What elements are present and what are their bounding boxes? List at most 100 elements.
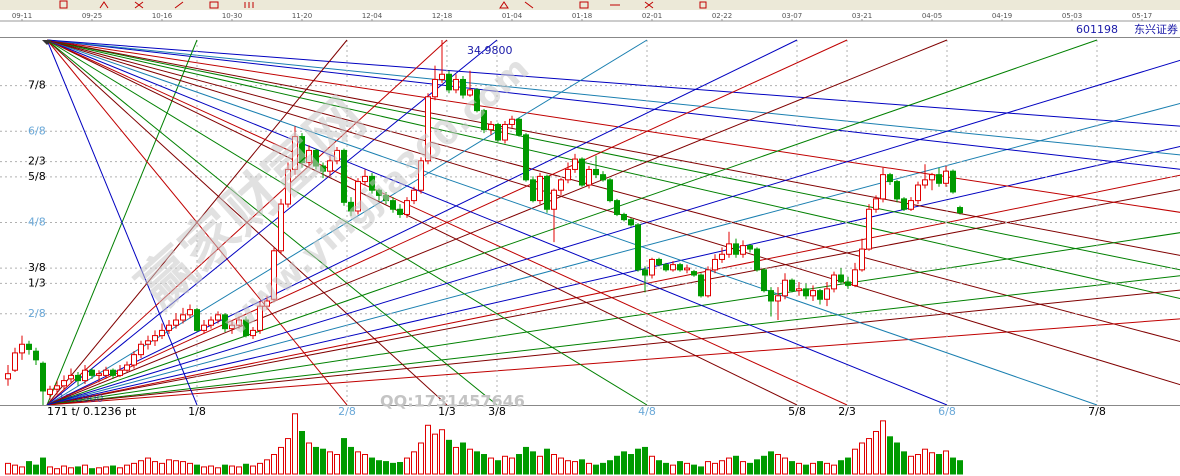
volume-bar <box>509 457 515 475</box>
toolbar <box>0 0 1180 10</box>
volume-bar <box>950 457 956 475</box>
volume-bar <box>957 460 963 475</box>
volume-bar <box>600 462 606 475</box>
candle-body <box>474 89 480 112</box>
date-label: 03-21 <box>852 12 872 20</box>
candle-body <box>460 78 466 96</box>
toolbar-icon[interactable] <box>579 1 589 9</box>
candle-body <box>950 170 956 193</box>
toolbar-icon[interactable] <box>99 1 109 9</box>
volume-bar <box>117 467 123 475</box>
volume-bar <box>558 457 564 475</box>
candle-body <box>54 385 60 390</box>
candle-body <box>369 175 375 191</box>
candle-body <box>929 174 935 181</box>
volume-bar <box>425 424 431 475</box>
candle-body <box>194 309 200 331</box>
candle-body <box>516 118 522 136</box>
candle-body <box>614 200 620 215</box>
volume-bar <box>936 454 942 475</box>
volume-bar <box>894 442 900 475</box>
toolbar-icon[interactable] <box>699 1 707 9</box>
date-label: 09-25 <box>82 12 102 20</box>
y-tick-label: 2/3 <box>28 155 46 168</box>
toolbar-icon[interactable] <box>524 1 534 9</box>
candle-body <box>488 123 494 131</box>
candle-body <box>502 123 508 141</box>
toolbar-icons <box>59 0 707 9</box>
volume-bar <box>831 464 837 475</box>
volume-bar <box>754 459 760 475</box>
candle-body <box>446 73 452 91</box>
volume-bar <box>376 460 382 475</box>
volume-bar <box>460 442 466 475</box>
candle-body <box>824 288 830 300</box>
candle-body <box>19 343 25 354</box>
toolbar-icon[interactable] <box>134 1 144 9</box>
volume-bar <box>369 457 375 475</box>
volume-bar <box>719 460 725 475</box>
volume-bar <box>453 446 459 475</box>
volume-bar <box>264 459 270 475</box>
toolbar-icon[interactable] <box>244 2 254 8</box>
toolbar-icon[interactable] <box>59 0 68 9</box>
fan-line <box>46 39 348 405</box>
candle-body <box>607 179 613 202</box>
date-label: 02-22 <box>712 12 732 20</box>
volume-bar <box>173 460 179 475</box>
volume-bar <box>208 465 214 475</box>
candle-body <box>572 158 578 170</box>
toolbar-icon[interactable] <box>174 1 184 9</box>
volume-bar <box>292 413 298 475</box>
volume-bar <box>383 461 389 475</box>
candle-body <box>89 369 95 376</box>
toolbar-icon[interactable] <box>499 1 509 9</box>
candle-body <box>404 200 410 215</box>
candle-body <box>96 373 102 376</box>
volume-bar <box>649 455 655 475</box>
candle-body <box>173 319 179 326</box>
fan-line <box>46 39 948 405</box>
candle-body <box>866 208 872 250</box>
volume-bar <box>726 457 732 475</box>
candle-body <box>691 271 697 276</box>
toolbar-icon[interactable] <box>209 1 219 9</box>
volume-bar <box>621 451 627 475</box>
volume-bar <box>747 462 753 475</box>
candle-body <box>628 219 634 226</box>
candle-body <box>390 200 396 210</box>
fan-line <box>46 39 848 405</box>
date-label: 10-16 <box>152 12 173 20</box>
candle-body <box>649 258 655 276</box>
y-tick-label: 1/3 <box>28 276 46 289</box>
volume-bar <box>803 464 809 475</box>
volume-bar <box>61 465 67 475</box>
volume-bar <box>299 430 305 475</box>
low-label: 13.8900 <box>58 392 104 405</box>
candle-body <box>642 269 648 276</box>
candle-body <box>264 300 270 307</box>
stock-code: 601198 <box>1076 23 1118 36</box>
volume-bar <box>782 457 788 475</box>
volume-bar <box>124 464 130 475</box>
volume-bar <box>201 466 207 475</box>
volume-bar <box>313 446 319 475</box>
candle-body <box>481 110 487 131</box>
volume-bar <box>306 442 312 475</box>
candle-body <box>495 123 501 141</box>
volume-bar <box>593 464 599 475</box>
candle-body <box>726 243 732 255</box>
volume-bar <box>789 461 795 475</box>
volume-bar <box>194 464 200 475</box>
candle-body <box>838 274 844 283</box>
candle-body <box>845 281 851 286</box>
x-tick-label: 5/8 <box>788 405 806 418</box>
volume-bar <box>901 451 907 475</box>
candle-body <box>663 264 669 271</box>
candle-body <box>425 96 431 162</box>
volume-bar <box>47 466 53 475</box>
candle-body <box>530 179 536 202</box>
volume-bar <box>579 459 585 475</box>
candle-body <box>229 324 235 330</box>
toolbar-icon[interactable] <box>644 1 654 9</box>
